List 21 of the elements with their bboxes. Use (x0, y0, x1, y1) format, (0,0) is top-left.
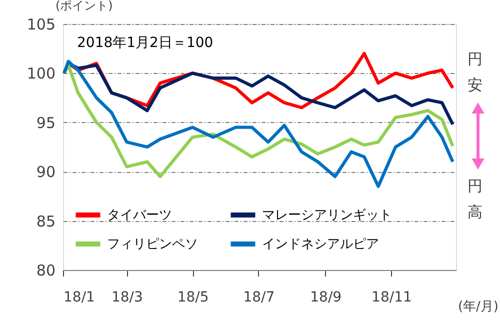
text: 円高 (468, 177, 482, 221)
y-axis-title: (ポイント) (56, 0, 113, 12)
y-tick-label: 85 (36, 212, 56, 230)
y-tick-label: 100 (26, 64, 56, 83)
legend-label: フィリピンペソ (107, 237, 198, 252)
x-tick-label: 18/5 (177, 290, 209, 306)
text: 円安 (468, 50, 482, 94)
x-tick-label: 18/11 (372, 290, 412, 306)
x-tick-label: 18/3 (111, 290, 143, 306)
text: 2018年1月2日＝100 (77, 35, 214, 51)
x-axis-title: (年/月) (458, 300, 498, 314)
x-tick-label: 18/9 (310, 290, 342, 306)
y-tick-label: 105 (26, 16, 56, 34)
y-tick-label: 90 (36, 163, 56, 182)
x-tick-label: 18/1 (64, 290, 95, 306)
y-tick-label: 95 (36, 114, 56, 132)
y-tick-label: 80 (36, 262, 56, 280)
legend-label: マレーシアリンギット (262, 208, 392, 223)
x-tick-label: 18/7 (243, 290, 275, 306)
legend-label: インドネシアルピア (262, 237, 379, 252)
legend-label: タイバーツ (107, 208, 172, 223)
